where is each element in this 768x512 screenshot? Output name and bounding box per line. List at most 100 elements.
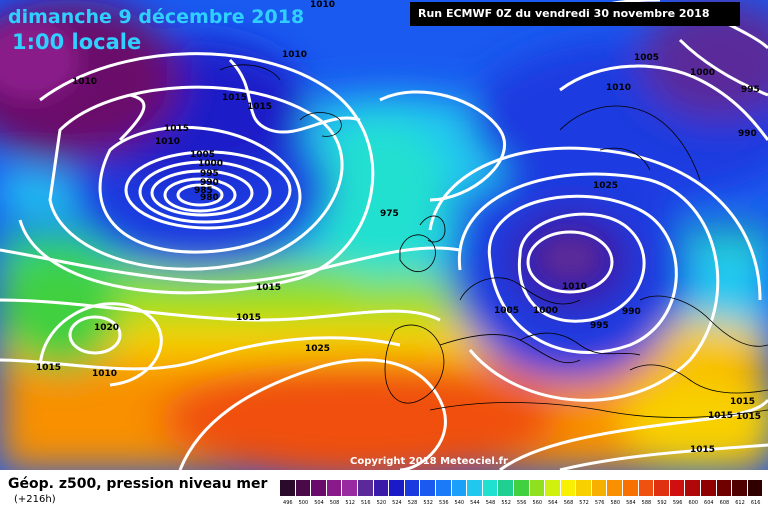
scale-swatch [451,480,468,496]
scale-swatch [607,480,624,496]
scale-label: 508 [329,500,340,506]
scale-swatch [685,480,702,496]
isobar-label: 1010 [562,282,587,292]
scale-label: 572 [579,500,589,506]
isobar-label: 990 [200,178,219,188]
forecast-map: 1010101010151010101510151010100510009959… [0,0,768,470]
forecast-time: 1:00 locale [12,30,142,54]
isobar-label: 990 [622,307,641,317]
scale-swatch [373,480,390,496]
scale-swatch [529,480,546,496]
isobar-label: 1015 [730,397,755,407]
isobar-label: 1015 [36,363,61,373]
scale-label: 516 [360,500,371,506]
scale-label: 596 [672,500,683,506]
scale-swatch [295,480,312,496]
scale-label: 556 [516,500,527,506]
isobar-label: 1010 [72,77,97,87]
isobar-label: 985 [194,186,213,196]
isobar-label: 1005 [634,53,659,63]
scale-swatch [701,480,717,496]
scale-label: 608 [719,500,730,506]
scale-label: 592 [657,500,667,506]
legend-subtitle: (+216h) [14,494,56,505]
isobar-label: 1015 [247,102,272,112]
scale-swatch [404,480,421,496]
scale-label: 536 [438,500,449,506]
isobar-label: 1010 [155,137,180,147]
scale-label: 576 [594,500,605,506]
scale-swatch [545,480,561,496]
scale-swatch [389,480,405,496]
isobar-label: 1025 [305,344,330,354]
scale-label: 500 [298,500,309,506]
scale-label: 580 [610,500,621,506]
run-info: Run ECMWF 0Z du vendredi 30 novembre 201… [410,2,740,26]
isobar-label: 1015 [708,411,733,421]
scale-label: 552 [501,500,511,506]
scale-swatch [482,480,499,496]
isobar-label: 980 [200,193,219,203]
scale-label: 524 [392,500,402,506]
scale-label: 560 [532,500,543,506]
isobar-label: 1000 [533,306,558,316]
scale-label: 540 [454,500,465,506]
isobar-label: 1010 [310,0,335,10]
scale-swatch [513,480,530,496]
scale-swatch [420,480,436,496]
scale-swatch [560,480,577,496]
isobar-label: 1000 [690,68,715,78]
isobar-label: 1010 [606,83,631,93]
scale-swatch [654,480,670,496]
isobar-label: 1000 [198,159,223,169]
scale-label: 548 [485,500,496,506]
copyright: Copyright 2018 Meteociel.fr [350,456,508,467]
scale-swatch [638,480,655,496]
isobar-label: 1015 [690,445,715,455]
scale-label: 616 [750,500,761,506]
scale-swatch [357,480,374,496]
isobar-label: 995 [741,85,760,95]
scale-label: 584 [626,500,636,506]
isobar-label: 1005 [190,150,215,160]
scale-label: 504 [314,500,324,506]
isobar-label: 1025 [593,181,618,191]
isobars [0,0,768,470]
scale-label: 496 [283,500,293,506]
scale-swatch [623,480,639,496]
scale-swatch [498,480,514,496]
isobar-label: 990 [738,129,757,139]
forecast-date: dimanche 9 décembre 2018 [8,6,305,28]
scale-swatch [467,480,483,496]
scale-swatch [716,480,733,496]
scale-label: 588 [641,500,652,506]
color-scale-labels: 496 500 504 508 512 516 520 524 528 532 536 540 544 5… [280,500,763,506]
scale-swatch [280,480,296,496]
scale-label: 532 [423,500,433,506]
isobar-label: 1015 [736,412,761,422]
scale-label: 612 [735,500,745,506]
scale-swatch [311,480,327,496]
color-scale [280,480,764,496]
legend-bar: Géop. z500, pression niveau mer (+216h) … [0,470,768,512]
scale-label: 564 [548,500,558,506]
scale-swatch [576,480,592,496]
isobar-label: 1010 [282,50,307,60]
isobar-label: 1005 [494,306,519,316]
scale-swatch [435,480,452,496]
scale-swatch [747,480,764,496]
isobar-label: 1015 [222,93,247,103]
scale-swatch [342,480,358,496]
scale-label: 568 [563,500,574,506]
scale-label: 520 [376,500,387,506]
scale-label: 604 [704,500,714,506]
scale-label: 528 [407,500,418,506]
legend-title: Géop. z500, pression niveau mer [8,476,268,492]
scale-swatch [669,480,686,496]
isobar-label: 995 [590,321,609,331]
scale-swatch [591,480,608,496]
low-cores [0,20,600,280]
isobar-labels: 1010101010151010101510151010100510009959… [36,0,761,455]
isobar-label: 975 [380,209,399,219]
scale-swatch [326,480,343,496]
